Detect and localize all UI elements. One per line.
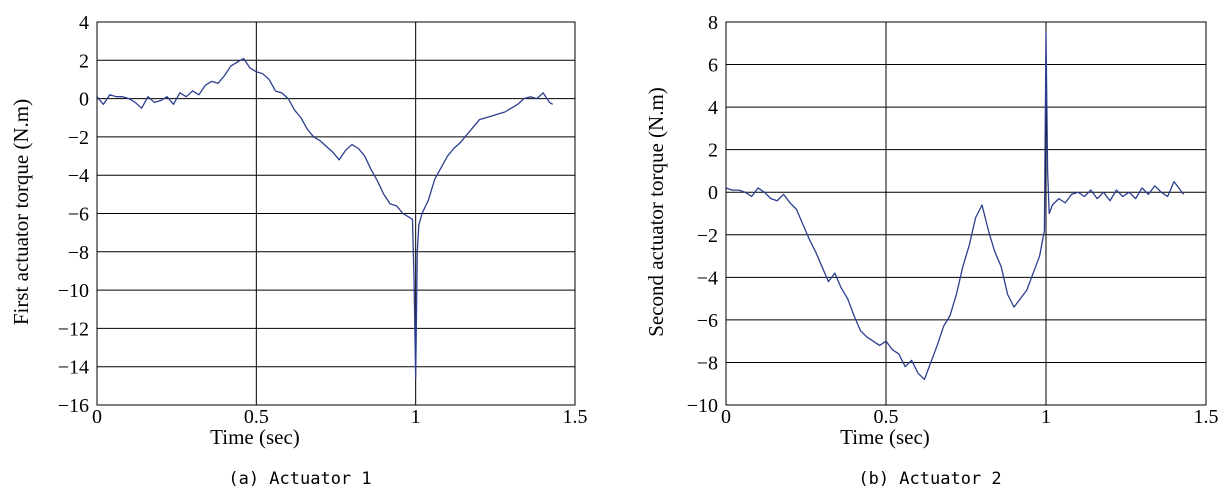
chart-2-y-ticks: −10 −8 −6 −4 −2 0 2 4 6 8 bbox=[687, 12, 718, 417]
chart-1-y-tick-label: −6 bbox=[68, 204, 89, 226]
chart-2-caption: (b) Actuator 2 bbox=[858, 469, 1001, 489]
chart-2-x-tick-label: 1.5 bbox=[1194, 406, 1219, 428]
chart-1-x-tick-label: 1.5 bbox=[563, 406, 588, 428]
chart-1-x-ticks: 0 0.5 1 1.5 bbox=[92, 406, 588, 428]
chart-1-y-tick-label: −12 bbox=[58, 318, 89, 340]
chart-2-y-tick-label: 8 bbox=[708, 12, 718, 34]
chart-2-plot-frame bbox=[725, 21, 1207, 406]
chart-2-y-tick-label: −2 bbox=[697, 225, 718, 247]
chart-actuator-1: 0 0.5 1 1.5 −16 −14 −12 −10 −8 −6 −4 −2 0 2 4 Time (s… bbox=[9, 12, 588, 489]
chart-1-x-axis-label: Time (sec) bbox=[210, 425, 300, 449]
chart-1-x-tick-label: 0 bbox=[92, 406, 102, 428]
chart-2-y-tick-label: 0 bbox=[708, 182, 718, 204]
chart-1-caption: (a) Actuator 1 bbox=[228, 469, 371, 489]
chart-2-y-tick-label: −8 bbox=[697, 352, 718, 374]
chart-2-x-tick-label: 0 bbox=[721, 406, 731, 428]
chart-2-y-tick-label: −10 bbox=[687, 395, 718, 417]
chart-1-grid bbox=[97, 22, 575, 405]
chart-2-y-tick-label: 4 bbox=[708, 97, 718, 119]
chart-1-y-tick-label: −8 bbox=[68, 242, 89, 264]
chart-1-y-ticks: −16 −14 −12 −10 −8 −6 −4 −2 0 2 4 bbox=[58, 12, 89, 417]
chart-2-y-axis-label: Second actuator torque (N.m) bbox=[644, 87, 668, 337]
chart-1-y-tick-label: −2 bbox=[68, 127, 89, 149]
chart-2-x-ticks: 0 0.5 1 1.5 bbox=[721, 406, 1219, 428]
chart-1-y-tick-label: −4 bbox=[68, 165, 89, 187]
chart-1-x-tick-label: 1 bbox=[411, 406, 421, 428]
chart-2-x-tick-label: 0.5 bbox=[874, 406, 899, 428]
chart-1-y-axis-label: First actuator torque (N.m) bbox=[9, 99, 33, 325]
chart-2-x-axis-label: Time (sec) bbox=[840, 425, 930, 449]
chart-2-y-tick-label: −6 bbox=[697, 310, 718, 332]
chart-actuator-2: 0 0.5 1 1.5 −10 −8 −6 −4 −2 0 2 4 6 8 Time (sec) Sec… bbox=[644, 12, 1219, 489]
chart-1-y-tick-label: −14 bbox=[58, 357, 89, 379]
chart-1-y-tick-label: −16 bbox=[58, 395, 89, 417]
chart-1-y-tick-label: −10 bbox=[58, 280, 89, 302]
chart-1-x-tick-label: 0.5 bbox=[244, 406, 269, 428]
chart-1-y-tick-label: 4 bbox=[79, 12, 89, 34]
chart-1-plot-frame bbox=[96, 21, 576, 406]
chart-1-y-tick-label: 0 bbox=[79, 89, 89, 111]
chart-2-line-layer bbox=[725, 31, 1185, 381]
chart-1-y-tick-label: 2 bbox=[79, 50, 89, 72]
chart-1-series-line-0 bbox=[96, 57, 554, 379]
chart-2-x-tick-label: 1 bbox=[1041, 406, 1051, 428]
chart-2-y-tick-label: 6 bbox=[708, 55, 718, 77]
chart-2-y-tick-label: −4 bbox=[697, 267, 718, 289]
chart-2-series-line-0 bbox=[725, 31, 1185, 381]
chart-1-line-layer bbox=[96, 57, 554, 379]
chart-2-y-tick-label: 2 bbox=[708, 140, 718, 162]
